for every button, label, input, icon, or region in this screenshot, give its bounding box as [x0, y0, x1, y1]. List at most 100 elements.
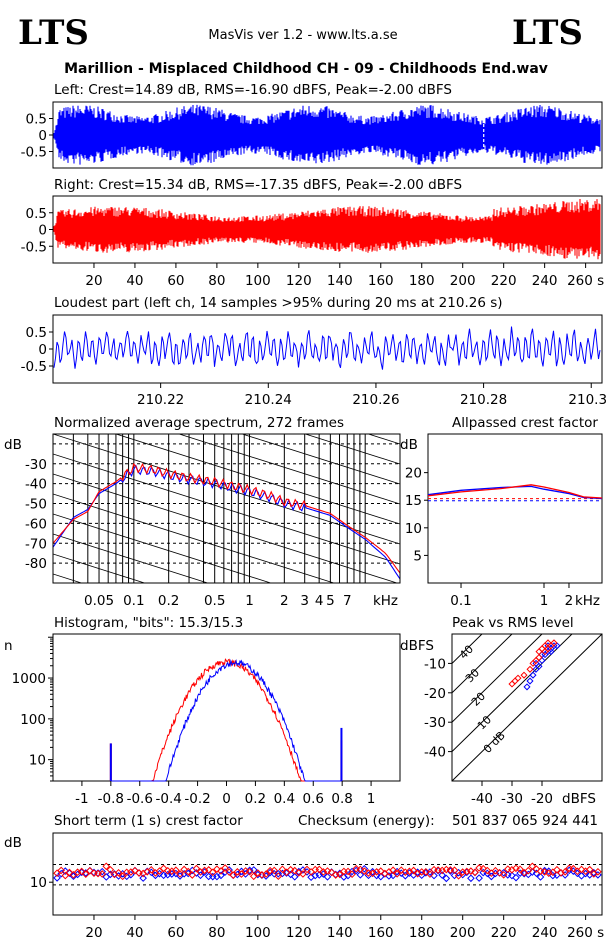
- spectrum-ytick-label: -30: [25, 457, 47, 473]
- spectrum-ytick-label: -40: [25, 477, 47, 493]
- peak-rms-crest-label: 30: [463, 666, 482, 685]
- spectrum-slope-line: [53, 533, 209, 583]
- loudest-xtick-label: 210.24: [245, 392, 292, 408]
- peak-rms-xlabel: dBFS: [562, 791, 596, 807]
- short-term-point-red: [426, 870, 434, 878]
- peak-rms-point-red: [529, 659, 537, 667]
- short-term-point-red: [61, 871, 70, 880]
- allpassed-xtick-label: 1: [540, 593, 549, 609]
- peak-rms-point-red: [526, 665, 534, 673]
- short-term-xtick-label: 120: [286, 925, 312, 941]
- spectrum-chart: -30 -40 -50 -60 -70 -80 0.05 0.1 0.2 0.5 1 2 3 4 5 7 kHz: [25, 234, 401, 704]
- g-right-signal: [53, 199, 601, 260]
- loudest-xtick-label: 210.28: [460, 392, 507, 408]
- peak-rms-crest-line: [452, 634, 483, 665]
- peak-rms-point-red: [535, 653, 543, 662]
- peak-rms-crest-label: 0 dB: [481, 729, 508, 756]
- spectrum-xtick-label: 1: [245, 593, 254, 609]
- peak-rms-xtick-label: -40: [471, 791, 493, 807]
- short-term-point-red: [270, 866, 279, 875]
- short-term-xtick-label: 180: [409, 925, 435, 941]
- peak-rms-point-red: [535, 648, 543, 656]
- peak-rms-point-red: [520, 671, 528, 679]
- short-term-point-red: [249, 872, 258, 881]
- short-term-point-red: [585, 865, 594, 874]
- short-term-point-red: [237, 870, 246, 878]
- logo-right: LTS: [512, 13, 583, 53]
- histogram-xtick-label: 0.2: [245, 791, 266, 807]
- spectrum-slope-line: [177, 434, 400, 505]
- loudest-ytick-label: 0: [38, 342, 47, 358]
- histogram-xtick-label: 1: [367, 791, 376, 807]
- short-term-crest-chart: 10 20 40 60 80 100 120 140 160 180 200 220 240 260 s: [30, 832, 604, 941]
- spectrum-slope-line: [114, 434, 400, 525]
- allpassed-ytick-label: 10: [405, 521, 422, 537]
- peak-rms-crest-line: [452, 634, 543, 723]
- short-term-point-red: [335, 870, 344, 879]
- g-right-ytick-label: 0: [38, 223, 47, 239]
- short-term-point-red: [299, 870, 307, 878]
- short-term-point-red: [516, 865, 524, 874]
- short-term-point-red: [454, 871, 463, 880]
- peak-rms-xtick-label: -30: [501, 791, 523, 807]
- spectrum-xtick-label: 2: [280, 593, 289, 609]
- histogram-series-blue: [110, 659, 342, 782]
- short-term-ylabel: dB: [4, 835, 22, 851]
- allpassed-series-blue: [427, 485, 603, 500]
- peak-rms-point-blue: [538, 656, 546, 664]
- peak-rms-point-red: [538, 645, 546, 653]
- spectrum-xtick-label: 0.5: [204, 593, 225, 609]
- spectrum-xtick-label: 4: [315, 593, 324, 609]
- short-term-point-red: [176, 870, 184, 878]
- spectrum-plot-area: [53, 234, 400, 704]
- loudest-ytick-label: 0.5: [26, 325, 47, 341]
- peak-rms-title: Peak vs RMS level: [452, 615, 574, 631]
- g-right-xtick-label: 160: [368, 273, 394, 289]
- allpassed-ytick-label: 5: [413, 548, 422, 564]
- spectrum-ytick-label: -50: [25, 497, 47, 513]
- short-term-point-red: [208, 868, 217, 877]
- checksum-label: Checksum (energy):: [298, 813, 435, 829]
- histogram-series-red: [110, 658, 342, 782]
- spectrum-slope-line: [53, 314, 400, 424]
- g-right-xtick-label: 40: [126, 273, 143, 289]
- histogram-xtick-label: -0.4: [155, 791, 181, 807]
- peak-rms-ytick-label: -40: [424, 745, 446, 761]
- loudest-xtick-label: 210.22: [137, 392, 184, 408]
- spectrum-ytick-label: -60: [25, 516, 47, 532]
- histogram-xtick-label: 0: [222, 791, 231, 807]
- spectrum-frame: [52, 433, 401, 584]
- peak-rms-ylabel: dBFS: [400, 638, 434, 654]
- histogram-ylabel: n: [4, 638, 13, 654]
- spectrum-slope-line: [53, 553, 146, 583]
- short-term-point-red: [98, 870, 106, 878]
- spectrum-slope-line: [53, 234, 400, 344]
- spectrum-xtick-label: 0.1: [123, 593, 144, 609]
- short-term-point-red: [348, 870, 356, 879]
- allpassed-xunit: kHz: [575, 593, 600, 609]
- short-term-point-red: [499, 870, 508, 879]
- histogram-ytick-label: 1000: [12, 671, 46, 687]
- peak-rms-frame: [451, 633, 603, 782]
- allpassed-xtick-label: 2: [565, 593, 574, 609]
- histogram-xtick-label: 0.8: [331, 791, 352, 807]
- spectrum-xtick-label: 5: [326, 593, 335, 609]
- short-term-point-red: [471, 868, 479, 877]
- peak-rms-point-red: [514, 674, 522, 682]
- g-left-ytick-label: 0.5: [26, 112, 47, 128]
- short-term-xtick-label: 260 s: [567, 925, 604, 941]
- short-term-xtick-label: 20: [85, 925, 102, 941]
- spectrum-xtick-label: 0.2: [158, 593, 179, 609]
- short-term-ytick-label: 10: [30, 875, 47, 891]
- left-waveform-chart: 0.50-0.5: [21, 101, 603, 169]
- short-term-point-blue: [139, 874, 147, 882]
- g-left-ytick-label: -0.5: [21, 145, 47, 161]
- histogram-frame: [52, 633, 401, 782]
- g-left-ytick-label: 0: [38, 128, 47, 144]
- short-term-xtick-label: 80: [208, 925, 225, 941]
- spectrum-slope-line: [53, 594, 400, 704]
- short-term-point-red: [311, 865, 320, 874]
- peak-rms-point-blue: [523, 683, 531, 691]
- short-term-xtick-label: 220: [491, 925, 517, 941]
